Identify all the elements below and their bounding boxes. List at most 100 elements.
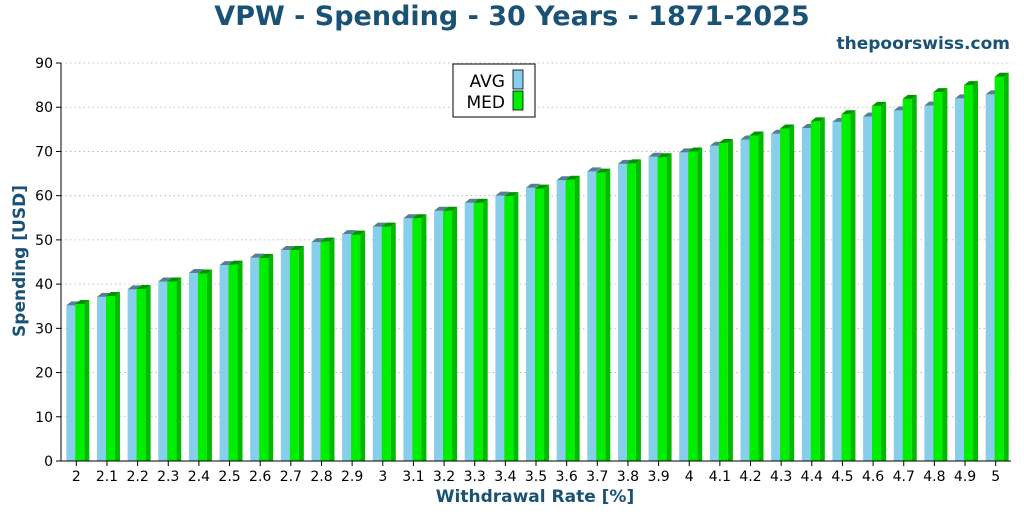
bar-top <box>964 81 979 86</box>
bar-top <box>749 131 764 136</box>
bar-top <box>136 284 151 289</box>
bar-front <box>556 180 566 461</box>
bar-front <box>434 210 444 461</box>
bar-med <box>688 147 703 461</box>
bar-front <box>648 156 658 462</box>
bar-front <box>66 305 76 461</box>
bar-med <box>75 300 90 461</box>
bar-front <box>259 258 269 461</box>
bar-med <box>872 101 887 461</box>
bar-front <box>718 143 728 461</box>
bar-med <box>167 277 182 461</box>
bar-med <box>197 269 212 461</box>
bar-front <box>219 265 229 461</box>
bar-side <box>635 159 641 461</box>
bar-front <box>495 195 505 461</box>
bar-front <box>535 188 544 461</box>
x-tick-label: 3.9 <box>647 469 669 485</box>
bar-front <box>127 289 137 461</box>
x-tick-label: 3.3 <box>464 469 486 485</box>
y-axis-label: Spending [USD] <box>10 185 30 337</box>
bar-top <box>75 300 90 305</box>
bar-side <box>237 260 243 461</box>
y-tick-label: 30 <box>35 321 53 337</box>
bar-med <box>902 94 917 461</box>
watermark: thepoorswiss.com <box>836 34 1011 54</box>
x-tick-label: 4.2 <box>739 469 761 485</box>
x-tick-label: 2.8 <box>310 469 332 485</box>
bar-side <box>114 292 120 461</box>
bar-front <box>565 179 575 461</box>
bar-front <box>740 139 750 461</box>
bar-top <box>372 222 387 227</box>
bar-med <box>994 72 1009 461</box>
bar-front <box>780 128 790 461</box>
bar-front <box>679 152 689 461</box>
bar-side <box>544 184 549 461</box>
bar-side <box>329 237 335 461</box>
bar-med <box>718 139 733 461</box>
bar-med <box>596 168 611 461</box>
bar-top <box>280 246 295 251</box>
bar-front <box>250 257 260 461</box>
bar-top <box>105 292 120 297</box>
x-tick-label: 3.5 <box>525 469 547 485</box>
bar-top <box>810 117 825 122</box>
bar-top <box>464 198 479 203</box>
bar-top <box>504 192 519 197</box>
bar-front <box>320 241 330 461</box>
grid-layer <box>61 62 1011 418</box>
bar-side <box>84 300 90 461</box>
x-tick-label: 3.4 <box>494 469 516 485</box>
bar-front <box>136 288 146 461</box>
bar-top <box>443 206 458 211</box>
x-tick-label: 2.5 <box>218 469 240 485</box>
bar-med <box>259 254 274 461</box>
x-tick-label: 3.1 <box>402 469 424 485</box>
x-tick-label: 2 <box>72 469 81 485</box>
bar-med <box>810 117 825 461</box>
bar-top <box>381 222 396 227</box>
x-tick-label: 4.1 <box>709 469 731 485</box>
bar-top <box>158 277 173 282</box>
bar-front <box>412 218 422 461</box>
bar-top <box>219 261 234 266</box>
bar-side <box>513 192 519 461</box>
bar-front <box>351 234 361 461</box>
x-tick-label: 3 <box>378 469 387 485</box>
x-tick-label: 3.2 <box>433 469 455 485</box>
bar-side <box>911 94 917 461</box>
bar-top <box>841 110 856 115</box>
bar-front <box>933 92 943 461</box>
bar-side <box>176 277 182 461</box>
bar-front <box>105 296 115 461</box>
legend-label-avg: AVG <box>470 72 505 92</box>
bar-top <box>188 269 203 274</box>
bar-front <box>403 218 413 461</box>
bar-top <box>412 214 427 219</box>
bar-front <box>924 105 934 461</box>
axes-layer: 0 10 20 30 40 50 60 70 80 90 2 2.1 2.2 2.3 2.4 2.5 2.6 2.… <box>35 56 1011 485</box>
bar-side <box>942 88 948 461</box>
x-tick-label: 4.3 <box>770 469 792 485</box>
bar-front <box>289 250 299 461</box>
bar-front <box>688 151 698 461</box>
bar-top <box>320 237 335 242</box>
bar-med <box>565 175 580 461</box>
bar-top <box>66 301 81 306</box>
bar-front <box>158 281 168 461</box>
bar-front <box>96 296 106 461</box>
bar-side <box>697 147 703 461</box>
bar-med <box>320 237 335 461</box>
bar-front <box>810 121 820 461</box>
bar-top <box>403 214 418 219</box>
bar-med <box>780 124 795 462</box>
bar-side <box>727 139 733 461</box>
bar-top <box>228 260 243 265</box>
bar-front <box>893 110 903 461</box>
bar-side <box>145 284 151 461</box>
bar-side <box>758 131 764 461</box>
bar-top <box>994 72 1009 77</box>
legend-label-med: MED <box>467 93 506 113</box>
